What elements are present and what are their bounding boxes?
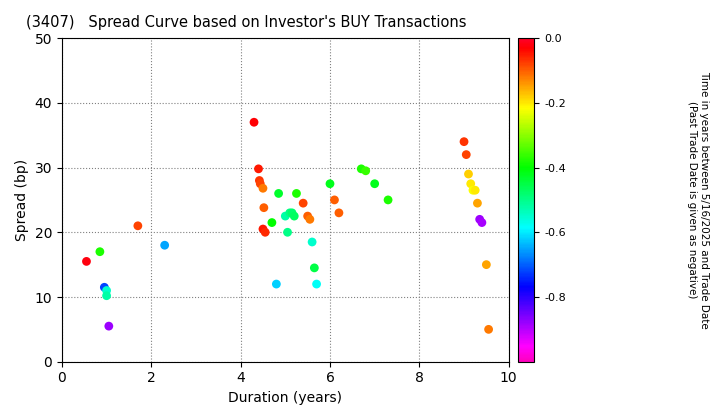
Point [132, 223, 143, 229]
Point [289, 213, 300, 220]
Point [103, 323, 114, 329]
Point [282, 229, 293, 236]
Point [302, 213, 313, 220]
Point [463, 171, 474, 177]
Point [255, 180, 266, 187]
Point [279, 213, 291, 220]
Y-axis label: Time in years between 5/16/2025 and Trade Date
(Past Trade Date is given as nega: Time in years between 5/16/2025 and Trad… [687, 71, 708, 329]
Point [324, 180, 336, 187]
Point [356, 165, 367, 172]
Point [382, 197, 394, 203]
Point [465, 180, 477, 187]
Point [474, 216, 485, 223]
Point [284, 210, 295, 216]
Point [476, 219, 487, 226]
Point [159, 242, 171, 249]
Point [458, 138, 469, 145]
Point [271, 281, 282, 287]
Point [306, 239, 318, 245]
Point [94, 248, 106, 255]
Point [469, 187, 481, 194]
Point [329, 197, 341, 203]
Point [481, 261, 492, 268]
Point [253, 165, 264, 172]
Point [297, 200, 309, 207]
Point [369, 180, 380, 187]
Point [287, 210, 298, 216]
Point [483, 326, 495, 333]
Point [248, 119, 260, 126]
Point [360, 168, 372, 174]
Y-axis label: Spread (bp): Spread (bp) [15, 159, 29, 241]
Point [81, 258, 92, 265]
Point [309, 265, 320, 271]
Point [311, 281, 323, 287]
Point [101, 292, 112, 299]
X-axis label: Duration (years): Duration (years) [228, 391, 342, 405]
Text: (3407)   Spread Curve based on Investor's BUY Transactions: (3407) Spread Curve based on Investor's … [26, 15, 467, 30]
Point [101, 287, 112, 294]
Point [461, 151, 472, 158]
Point [266, 219, 278, 226]
Point [291, 190, 302, 197]
Point [257, 185, 269, 192]
Point [304, 216, 315, 223]
Point [259, 229, 271, 236]
Point [273, 190, 284, 197]
Point [472, 200, 483, 207]
Point [333, 210, 345, 216]
Point [467, 187, 479, 194]
Point [257, 226, 269, 232]
Point [253, 177, 265, 184]
Point [258, 204, 269, 211]
Point [99, 284, 110, 291]
